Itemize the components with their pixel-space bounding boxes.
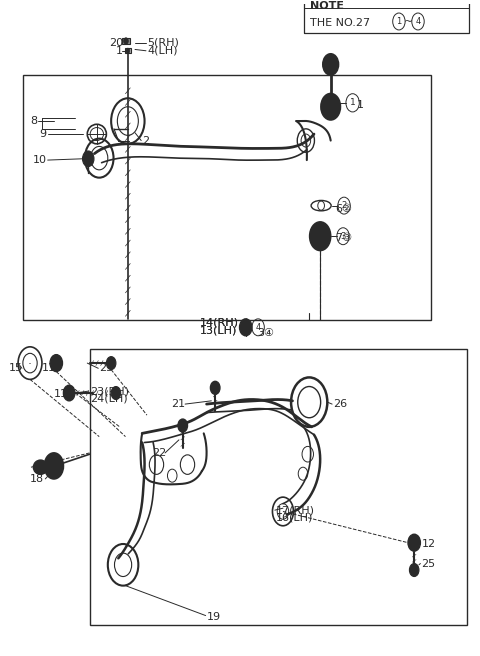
Circle shape: [123, 38, 128, 44]
Text: 17(RH): 17(RH): [276, 505, 315, 515]
Text: 10: 10: [33, 155, 47, 165]
Text: 16(LH): 16(LH): [276, 513, 313, 523]
Ellipse shape: [34, 460, 48, 474]
Text: 14(RH): 14(RH): [199, 318, 239, 328]
Text: 4: 4: [255, 323, 261, 332]
Circle shape: [83, 151, 94, 167]
Text: 19: 19: [206, 612, 221, 622]
Text: 2: 2: [142, 136, 149, 146]
Text: 24(LH): 24(LH): [90, 394, 127, 404]
Text: 11: 11: [54, 389, 68, 400]
Bar: [304, 0, 469, 33]
Text: NOTE: NOTE: [310, 1, 344, 10]
Circle shape: [178, 419, 188, 432]
Text: 6②: 6②: [336, 204, 352, 214]
Text: 2: 2: [341, 201, 347, 210]
Text: 1: 1: [396, 17, 402, 26]
Circle shape: [44, 453, 63, 479]
Bar: [90, 349, 467, 625]
Text: 3④: 3④: [257, 327, 274, 338]
Circle shape: [325, 99, 336, 115]
Circle shape: [411, 538, 418, 547]
Text: 14(RH): 14(RH): [199, 318, 239, 328]
Text: THE NO.27: THE NO.27: [310, 18, 377, 28]
Bar: [121, 38, 130, 44]
Circle shape: [50, 355, 62, 371]
Text: 12: 12: [421, 539, 435, 549]
Text: 20: 20: [109, 38, 123, 48]
Text: 13(LH): 13(LH): [199, 325, 237, 336]
Circle shape: [409, 564, 419, 577]
Text: 4: 4: [415, 17, 420, 26]
Text: 11: 11: [42, 363, 56, 373]
Bar: [23, 75, 431, 319]
Text: 23: 23: [99, 363, 113, 373]
Circle shape: [242, 323, 249, 332]
Circle shape: [63, 385, 75, 401]
Text: 23(RH): 23(RH): [90, 386, 129, 396]
Text: 18: 18: [30, 474, 44, 484]
Circle shape: [85, 155, 91, 163]
Bar: [124, 48, 131, 53]
Circle shape: [111, 386, 120, 400]
Text: 21: 21: [171, 399, 185, 409]
Circle shape: [310, 222, 331, 251]
Text: 9: 9: [39, 129, 47, 139]
Text: 25: 25: [421, 558, 435, 569]
Circle shape: [321, 94, 340, 120]
Circle shape: [66, 389, 72, 397]
Text: 26: 26: [333, 399, 347, 409]
Circle shape: [408, 534, 420, 551]
Circle shape: [240, 319, 252, 336]
Circle shape: [323, 54, 338, 75]
Circle shape: [126, 48, 130, 53]
Circle shape: [313, 227, 327, 245]
Text: 5(RH): 5(RH): [147, 38, 179, 48]
Text: 4(LH): 4(LH): [147, 46, 178, 56]
Circle shape: [53, 359, 60, 367]
Text: 13(LH): 13(LH): [199, 325, 237, 336]
Text: 22: 22: [152, 448, 166, 458]
Text: 3: 3: [340, 232, 346, 241]
Text: 8: 8: [30, 116, 37, 126]
Text: 1: 1: [116, 46, 123, 56]
Text: 7③: 7③: [336, 233, 353, 243]
Text: 15: 15: [9, 363, 23, 373]
Circle shape: [48, 458, 60, 474]
Circle shape: [36, 461, 45, 474]
Circle shape: [210, 381, 220, 394]
Circle shape: [107, 357, 116, 369]
Text: 1: 1: [350, 98, 356, 108]
Text: ~: ~: [404, 16, 413, 26]
Text: 1: 1: [357, 100, 364, 110]
